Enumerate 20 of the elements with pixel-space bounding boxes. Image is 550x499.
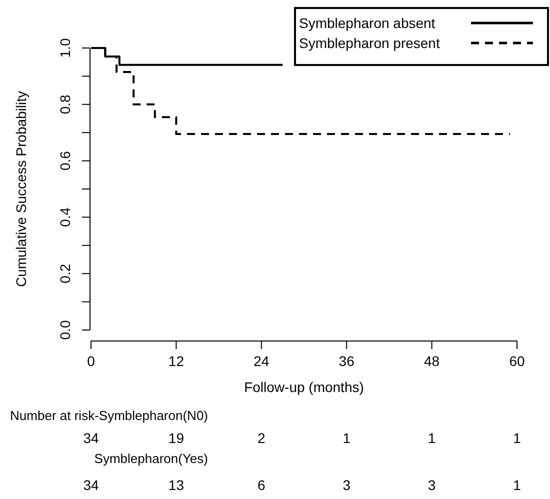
y-tick-label: 0.8 bbox=[57, 94, 73, 114]
text: 34 13 6 3 3 1 bbox=[83, 477, 521, 493]
text: Symblepharon(Yes) bbox=[94, 451, 208, 466]
x-axis-title: Follow-up (months) bbox=[244, 379, 364, 395]
x-tick-label: 60 bbox=[509, 353, 525, 369]
x-tick-label: 12 bbox=[168, 353, 184, 369]
y-tick-label: 0.0 bbox=[57, 320, 73, 340]
text: 34 19 2 1 1 1 bbox=[83, 430, 521, 446]
y-tick-label: 0.4 bbox=[57, 207, 73, 227]
text: Number at risk-Symblepharon(N0) bbox=[10, 408, 208, 423]
x-tick-label: 36 bbox=[338, 353, 355, 369]
x-tick-label: 24 bbox=[254, 353, 270, 369]
y-tick-label: 1.0 bbox=[57, 38, 73, 58]
text: Symblepharon absent bbox=[299, 15, 436, 31]
x-tick-label: 0 bbox=[87, 353, 96, 369]
x-tick-label: 48 bbox=[424, 353, 440, 369]
y-tick-label: 0.6 bbox=[57, 150, 73, 171]
y-axis-title: Cumulative Success Probability bbox=[13, 90, 29, 288]
y-tick-label: 0.2 bbox=[57, 264, 73, 284]
legend-label: Symblepharon present bbox=[299, 35, 440, 51]
